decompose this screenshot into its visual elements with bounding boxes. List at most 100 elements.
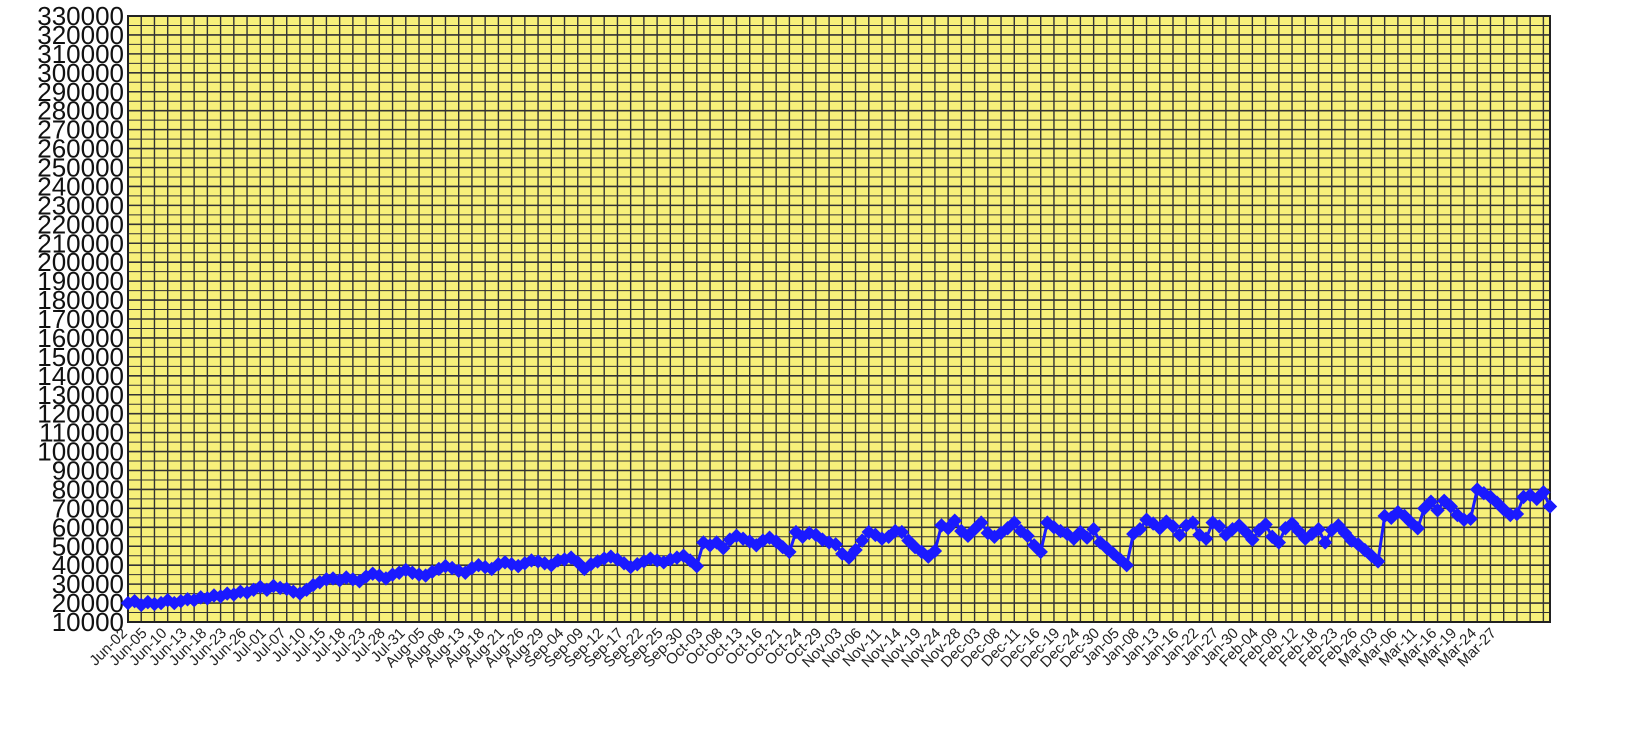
data-point: [735, 531, 751, 546]
y-tick-label: 150000: [37, 342, 124, 372]
y-tick-label: 260000: [37, 134, 124, 164]
y-tick-label: 250000: [37, 153, 124, 183]
y-tick-label: 60000: [52, 512, 124, 542]
y-tick-label: 50000: [52, 531, 124, 561]
y-tick-label: 30000: [52, 569, 124, 599]
data-point: [1245, 532, 1260, 547]
data-point: [1033, 544, 1048, 560]
data-point: [1331, 518, 1346, 533]
data-point: [1357, 542, 1373, 558]
data-point: [940, 521, 956, 536]
data-point: [1020, 528, 1035, 544]
data-point: [854, 533, 870, 548]
data-point: [1053, 523, 1068, 539]
data-point: [861, 524, 876, 540]
data-point: [676, 548, 691, 563]
data-point: [1284, 516, 1300, 531]
data-point: [1079, 530, 1095, 545]
data-point: [828, 537, 843, 552]
data-point: [980, 525, 996, 541]
y-tick-label: 330000: [37, 1, 124, 31]
y-tick-label: 70000: [52, 493, 124, 523]
y-tick-label: 290000: [37, 77, 124, 107]
data-point: [808, 527, 824, 543]
data-point: [1470, 482, 1485, 497]
data-point: [927, 543, 943, 559]
data-point: [1238, 524, 1253, 540]
y-axis-ticks: 1000020000300004000050000600007000080000…: [37, 1, 124, 637]
data-point: [782, 544, 797, 560]
data-point: [1430, 503, 1445, 518]
y-tick-label: 160000: [37, 323, 124, 353]
y-tick-label: 240000: [37, 171, 124, 201]
data-point: [716, 540, 731, 556]
data-point: [1436, 493, 1452, 509]
data-point: [1337, 525, 1353, 541]
data-point: [1410, 521, 1425, 536]
y-tick-label: 140000: [37, 361, 124, 391]
data-point: [1086, 521, 1101, 537]
y-tick-label: 190000: [37, 266, 124, 296]
data-point: [1132, 521, 1148, 537]
y-tick-label: 220000: [37, 209, 124, 239]
data-point: [1073, 524, 1088, 540]
data-point: [444, 560, 460, 576]
data-point: [398, 562, 413, 578]
y-tick-label: 110000: [39, 418, 124, 448]
y-tick-label: 200000: [37, 247, 124, 277]
data-point: [127, 593, 142, 609]
data-point: [1423, 494, 1439, 509]
data-point: [1040, 515, 1055, 530]
data-point: [1106, 546, 1121, 562]
data-point: [947, 513, 962, 528]
data-point: [1509, 506, 1525, 522]
data-point: [1317, 535, 1333, 550]
data-point: [848, 542, 863, 558]
data-point: [1185, 515, 1201, 530]
data-point: [1258, 517, 1273, 532]
data-point: [868, 527, 883, 543]
y-tick-label: 10000: [52, 607, 124, 637]
y-tick-label: 230000: [37, 190, 124, 220]
data-point: [1139, 512, 1154, 527]
y-tick-label: 130000: [37, 380, 124, 410]
data-point: [1165, 519, 1181, 534]
data-point: [742, 534, 757, 549]
data-point: [709, 535, 724, 550]
y-tick-label: 280000: [37, 96, 124, 126]
data-point: [1172, 527, 1187, 543]
data-point: [689, 558, 705, 574]
data-point: [973, 515, 989, 530]
y-tick-label: 180000: [37, 285, 124, 315]
data-point: [616, 556, 632, 571]
y-tick-label: 40000: [52, 550, 124, 580]
data-point: [1350, 537, 1366, 552]
data-point: [1443, 499, 1458, 514]
data-point: [1403, 515, 1419, 530]
data-point: [253, 579, 268, 595]
data-point: [1463, 511, 1478, 526]
y-tick-label: 120000: [37, 399, 124, 429]
data-point: [1522, 487, 1538, 503]
data-point: [1291, 523, 1306, 539]
grid: [127, 15, 1550, 623]
data-point: [1198, 531, 1214, 546]
data-point: [1390, 504, 1406, 520]
data-point: [160, 593, 175, 608]
series-line: [120, 482, 1558, 613]
y-tick-label: 80000: [52, 474, 124, 504]
data-point: [1536, 485, 1551, 500]
y-tick-label: 210000: [37, 228, 124, 258]
data-point: [1370, 554, 1386, 569]
data-point: [1119, 557, 1134, 573]
data-point: [610, 552, 625, 567]
data-point: [603, 549, 619, 564]
y-tick-label: 310000: [37, 39, 124, 69]
y-tick-label: 270000: [37, 115, 124, 145]
y-tick-label: 20000: [52, 588, 124, 618]
y-tick-label: 170000: [37, 304, 124, 334]
y-tick-label: 90000: [52, 456, 124, 486]
data-point: [696, 535, 711, 550]
y-tick-label: 300000: [37, 58, 124, 88]
